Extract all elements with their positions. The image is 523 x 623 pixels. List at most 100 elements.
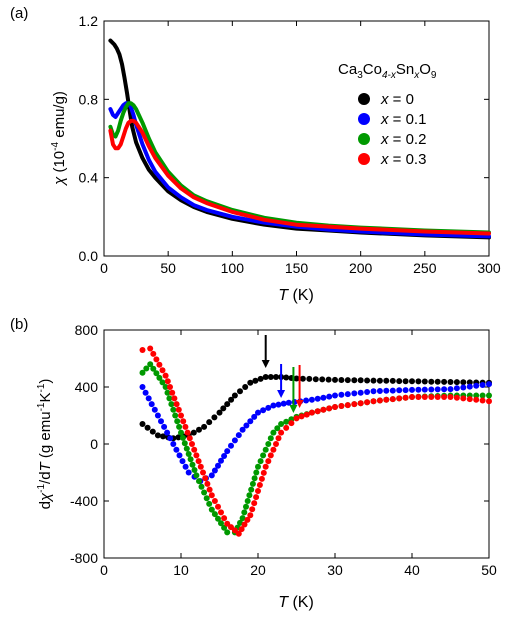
data-point: [162, 384, 169, 390]
panel-b-arrows: [261, 335, 304, 413]
data-point: [218, 520, 224, 527]
data-point: [221, 515, 228, 522]
data-point: [166, 395, 173, 402]
data-point: [460, 395, 467, 402]
data-point: [283, 374, 290, 381]
data-point: [344, 377, 351, 384]
data-point: [187, 456, 194, 463]
data-point: [338, 377, 345, 383]
data-point: [267, 452, 274, 459]
data-point: [402, 394, 409, 401]
data-point: [402, 378, 409, 385]
data-point: [249, 480, 256, 487]
data-point: [338, 391, 345, 398]
data-point: [303, 411, 310, 418]
data-point: [262, 374, 269, 380]
data-point: [156, 374, 163, 381]
data-point: [314, 408, 321, 415]
data-point: [280, 400, 287, 407]
data-point: [159, 379, 166, 386]
panel-b: (b) 0 10 20 30 40 50 -800 -400 0 400 800 T (K) dχ-…: [10, 316, 497, 611]
panel-b-y-axis-label: dχ-1/dT (g emu-1K-1): [36, 379, 54, 510]
data-point: [273, 441, 279, 447]
data-point: [326, 393, 333, 400]
data-point: [409, 386, 415, 393]
data-point: [325, 376, 332, 383]
data-point: [351, 401, 358, 408]
data-point: [447, 394, 454, 400]
data-point: [179, 434, 186, 441]
data-point: [183, 445, 190, 452]
data-point: [206, 419, 213, 426]
data-point: [239, 515, 246, 522]
data-point: [415, 378, 422, 385]
data-point: [267, 374, 274, 380]
data-point: [364, 399, 371, 406]
data-point: [256, 482, 263, 488]
data-point: [215, 462, 221, 469]
data-point: [161, 423, 168, 430]
legend-items: x = 0 x = 0.1 x = 0.2 x = 0.3: [358, 91, 426, 168]
panel-a-x-tick-label: 250: [413, 260, 437, 276]
transition-arrow-head: [289, 405, 298, 413]
data-point: [208, 472, 215, 479]
panel-b-y-tick-label: 400: [75, 379, 99, 395]
data-point: [231, 392, 238, 399]
data-point: [441, 394, 448, 400]
panel-b-y-tick-label: -800: [70, 550, 98, 566]
data-point: [351, 377, 358, 384]
data-point: [228, 524, 234, 531]
panel-a-label: (a): [10, 5, 28, 22]
series-line: [108, 101, 491, 235]
legend-title: Ca3Co4-xSnxO9: [338, 61, 437, 81]
data-point: [244, 516, 251, 523]
data-point: [148, 401, 155, 408]
data-point: [180, 418, 187, 425]
panel-b-label: (b): [10, 316, 28, 333]
data-point: [147, 345, 154, 352]
data-point: [370, 388, 377, 395]
data-point: [265, 441, 272, 447]
data-point: [434, 386, 441, 393]
data-point: [204, 480, 211, 487]
data-point: [314, 395, 321, 402]
data-point: [241, 521, 248, 528]
data-point: [306, 375, 313, 382]
data-point: [144, 424, 151, 431]
data-point: [154, 432, 161, 439]
data-point: [486, 398, 492, 405]
data-point: [224, 529, 231, 536]
data-point: [228, 396, 235, 403]
data-point: [168, 401, 175, 408]
data-point: [473, 396, 480, 403]
panel-a-x-tick-label: 50: [160, 260, 176, 276]
data-point: [175, 434, 182, 441]
data-point: [364, 389, 371, 395]
data-point: [376, 388, 383, 394]
data-point: [218, 457, 224, 464]
data-point: [171, 395, 178, 402]
panel-a-x-tick-label: 200: [349, 260, 373, 276]
data-point: [466, 383, 473, 390]
data-point: [215, 515, 221, 522]
data-point: [278, 429, 285, 436]
data-point: [260, 407, 267, 414]
data-point: [428, 386, 435, 393]
data-point: [160, 433, 166, 440]
panel-a-x-tick-label: 150: [285, 260, 309, 276]
data-point: [164, 378, 171, 385]
data-point: [221, 453, 228, 459]
data-point: [211, 467, 218, 474]
data-point: [285, 399, 292, 406]
data-point: [167, 384, 173, 390]
data-point: [460, 379, 467, 386]
data-point: [344, 391, 351, 398]
data-point: [303, 397, 310, 404]
panel-b-y-tick-label: -400: [70, 493, 98, 509]
data-point: [202, 475, 209, 482]
data-point: [270, 402, 277, 409]
data-point: [370, 377, 377, 384]
data-point: [460, 384, 467, 391]
data-point: [453, 385, 460, 392]
data-point: [338, 403, 345, 409]
